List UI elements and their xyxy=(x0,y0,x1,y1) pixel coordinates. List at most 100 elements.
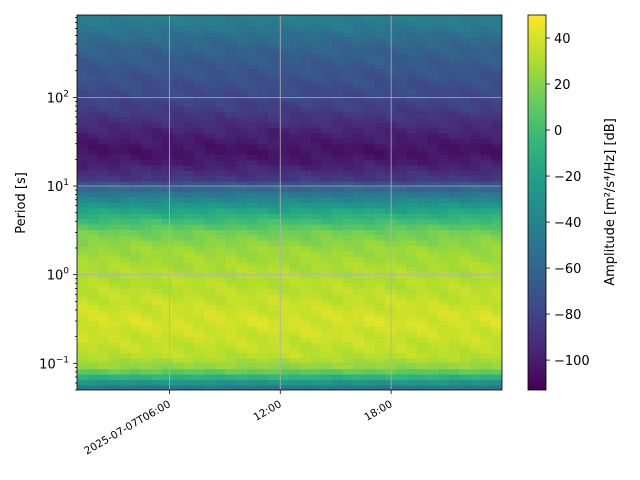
heatmap-cell xyxy=(257,84,269,91)
heatmap-cell xyxy=(172,191,184,198)
heatmap-cell xyxy=(247,79,259,86)
heatmap-cell xyxy=(289,73,301,80)
heatmap-cell xyxy=(87,170,99,177)
heatmap-cell xyxy=(480,197,492,204)
heatmap-cell xyxy=(257,207,269,214)
heatmap-cell xyxy=(151,352,163,359)
colorbar xyxy=(528,15,546,390)
heatmap-cell xyxy=(215,148,227,155)
heatmap-cell xyxy=(363,165,376,171)
heatmap-cell xyxy=(406,341,418,348)
heatmap-cell xyxy=(470,202,482,209)
heatmap-cell xyxy=(247,175,259,182)
heatmap-cell xyxy=(151,148,163,155)
heatmap-cell xyxy=(278,100,291,107)
heatmap-cell xyxy=(108,384,121,390)
heatmap-cell xyxy=(98,234,110,241)
heatmap-cell xyxy=(247,170,259,177)
heatmap-cell xyxy=(193,95,206,102)
heatmap-cell xyxy=(172,127,184,134)
heatmap-cell xyxy=(87,20,99,27)
heatmap-cell xyxy=(236,159,248,166)
heatmap-cell xyxy=(406,250,418,257)
heatmap-cell xyxy=(108,363,121,370)
heatmap-cell xyxy=(470,250,482,257)
heatmap-cell xyxy=(480,315,492,321)
heatmap-cell xyxy=(342,36,354,43)
heatmap-cell xyxy=(183,373,195,380)
heatmap-cell xyxy=(289,111,301,118)
heatmap-cell xyxy=(300,336,312,343)
heatmap-cell xyxy=(108,325,121,332)
heatmap-cell xyxy=(406,181,418,188)
heatmap-cell xyxy=(140,31,152,38)
heatmap-cell xyxy=(268,100,280,107)
heatmap-cell xyxy=(225,122,237,129)
heatmap-cell xyxy=(278,293,291,300)
heatmap-cell xyxy=(172,154,184,161)
heatmap-cell xyxy=(480,341,492,348)
heatmap-cell xyxy=(459,245,471,252)
heatmap-cell xyxy=(140,250,152,257)
heatmap-cell xyxy=(236,218,248,225)
heatmap-cell xyxy=(406,63,418,70)
heatmap-cell xyxy=(247,181,259,188)
heatmap-cell xyxy=(215,347,227,354)
heatmap-cell xyxy=(289,191,301,198)
heatmap-cell xyxy=(278,36,291,43)
x-tick-label: 2025-07-07T06:00 xyxy=(82,398,173,457)
heatmap-cell xyxy=(108,20,121,27)
heatmap-cell xyxy=(310,127,322,134)
heatmap-cell xyxy=(438,95,450,102)
heatmap-cell xyxy=(204,170,216,177)
heatmap-cell xyxy=(183,256,195,263)
grid-lines xyxy=(77,15,502,390)
heatmap-cell xyxy=(162,341,174,348)
heatmap-cell xyxy=(491,52,502,59)
heatmap-cell xyxy=(257,186,269,193)
heatmap-cell xyxy=(225,298,237,305)
heatmap-cell xyxy=(310,384,322,390)
heatmap-cell xyxy=(204,63,216,70)
heatmap-cell xyxy=(130,31,142,38)
heatmap-cell xyxy=(268,132,280,139)
heatmap-cell xyxy=(310,90,322,96)
heatmap-cell xyxy=(268,47,280,54)
heatmap-cell xyxy=(172,138,184,145)
heatmap-cell xyxy=(119,266,131,273)
heatmap-cell xyxy=(108,122,121,129)
heatmap-cell xyxy=(162,159,174,166)
heatmap-cell xyxy=(257,36,269,43)
heatmap-cell xyxy=(108,272,121,279)
heatmap-cell xyxy=(204,256,216,263)
heatmap-cell xyxy=(289,90,301,96)
heatmap-cell xyxy=(459,138,471,145)
heatmap-cell xyxy=(247,315,259,321)
heatmap-cell xyxy=(321,25,333,32)
heatmap-cell xyxy=(300,68,312,75)
heatmap-cell xyxy=(395,379,407,386)
heatmap-cell xyxy=(268,379,280,386)
heatmap-cell xyxy=(257,73,269,80)
heatmap-cell xyxy=(480,148,492,155)
heatmap-cell xyxy=(480,256,492,263)
heatmap-cell xyxy=(77,277,89,284)
heatmap-cell xyxy=(119,165,131,171)
heatmap-cell xyxy=(417,331,429,338)
heatmap-cell xyxy=(183,325,195,332)
heatmap-cell xyxy=(77,143,89,150)
heatmap-cell xyxy=(151,282,163,289)
heatmap-cell xyxy=(87,277,99,284)
heatmap-cell xyxy=(406,148,418,155)
heatmap-cell xyxy=(417,384,429,390)
heatmap-cell xyxy=(427,277,439,284)
heatmap-cell xyxy=(459,31,471,38)
heatmap-cell xyxy=(278,68,291,75)
heatmap-cell xyxy=(417,277,429,284)
heatmap-cell xyxy=(225,52,237,59)
heatmap-cell xyxy=(395,357,407,364)
heatmap-cell xyxy=(438,213,450,220)
heatmap-cell xyxy=(310,357,322,364)
heatmap-cell xyxy=(162,384,174,390)
heatmap-cell xyxy=(353,250,365,257)
